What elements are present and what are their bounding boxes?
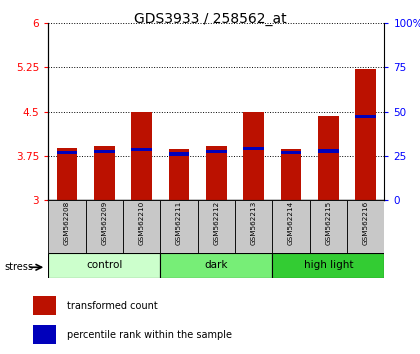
- Bar: [318, 149, 339, 153]
- Bar: [57, 151, 77, 154]
- Text: high light: high light: [304, 261, 353, 270]
- Bar: [347, 200, 384, 253]
- Bar: [48, 253, 160, 278]
- Bar: [123, 200, 160, 253]
- Text: GSM562214: GSM562214: [288, 201, 294, 245]
- Bar: [318, 116, 339, 200]
- Bar: [169, 149, 189, 200]
- Bar: [310, 200, 347, 253]
- Bar: [355, 115, 376, 118]
- Bar: [235, 200, 272, 253]
- Bar: [169, 152, 189, 156]
- Bar: [160, 253, 272, 278]
- Text: GDS3933 / 258562_at: GDS3933 / 258562_at: [134, 12, 286, 27]
- Bar: [131, 112, 152, 200]
- Bar: [33, 296, 56, 315]
- Bar: [131, 148, 152, 152]
- Bar: [86, 200, 123, 253]
- Bar: [281, 149, 301, 200]
- Bar: [206, 150, 226, 153]
- Bar: [198, 200, 235, 253]
- Bar: [33, 325, 56, 344]
- Text: GSM562215: GSM562215: [326, 201, 331, 245]
- Bar: [48, 200, 86, 253]
- Text: dark: dark: [205, 261, 228, 270]
- Bar: [355, 69, 376, 200]
- Bar: [243, 112, 264, 200]
- Text: GSM562213: GSM562213: [251, 201, 257, 245]
- Bar: [206, 146, 226, 200]
- Text: GSM562210: GSM562210: [139, 201, 144, 245]
- Text: GSM562216: GSM562216: [362, 201, 369, 245]
- Bar: [281, 151, 301, 154]
- Text: transformed count: transformed count: [67, 301, 158, 311]
- Text: control: control: [86, 261, 123, 270]
- Bar: [243, 147, 264, 150]
- Text: GSM562209: GSM562209: [101, 201, 107, 245]
- Bar: [272, 200, 310, 253]
- Bar: [57, 148, 77, 200]
- Bar: [94, 146, 115, 200]
- Text: GSM562211: GSM562211: [176, 201, 182, 245]
- Bar: [160, 200, 198, 253]
- Text: percentile rank within the sample: percentile rank within the sample: [67, 330, 232, 339]
- Bar: [272, 253, 384, 278]
- Bar: [94, 150, 115, 153]
- Text: stress: stress: [4, 262, 33, 272]
- Text: GSM562208: GSM562208: [64, 201, 70, 245]
- Text: GSM562212: GSM562212: [213, 201, 219, 245]
